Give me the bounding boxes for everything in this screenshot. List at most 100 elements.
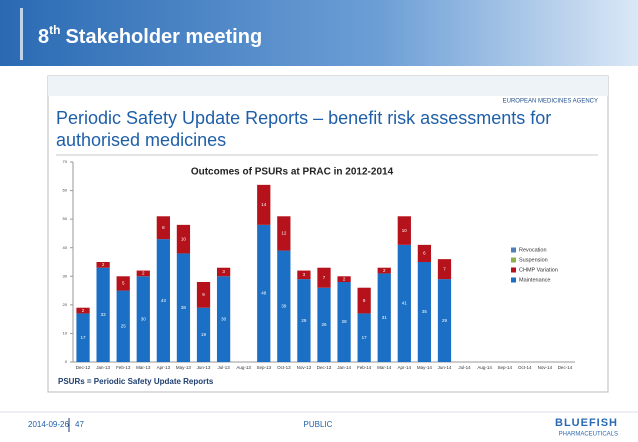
title-suffix: th xyxy=(49,23,60,37)
heading-line: authorised medicines xyxy=(56,130,226,150)
data-label: 3 xyxy=(303,272,306,277)
classification: PUBLIC xyxy=(304,420,333,429)
x-tick-label: May-14 xyxy=(417,365,433,370)
data-label: 14 xyxy=(261,202,267,207)
data-label: 7 xyxy=(443,266,446,271)
x-tick-label: Feb-13 xyxy=(116,365,131,370)
x-tick-label: Sep-14 xyxy=(497,365,512,370)
data-label: 33 xyxy=(101,312,107,317)
data-label: 48 xyxy=(261,291,267,296)
x-tick-label: Oct-13 xyxy=(277,365,291,370)
data-label: 5 xyxy=(122,281,125,286)
legend-swatch xyxy=(511,277,516,283)
data-label: 41 xyxy=(402,301,408,306)
data-label: 2 xyxy=(82,308,85,313)
data-label: 25 xyxy=(121,323,127,328)
x-tick-label: Feb-14 xyxy=(357,365,372,370)
data-label: 29 xyxy=(301,318,307,323)
bar-segment xyxy=(257,184,271,225)
bar-segment xyxy=(317,287,331,362)
y-tick-label: 70 xyxy=(63,159,68,164)
x-tick-label: Aug-13 xyxy=(236,365,251,370)
x-tick-label: Jan-13 xyxy=(96,365,110,370)
y-tick-label: 40 xyxy=(63,245,68,250)
x-tick-label: Jun-14 xyxy=(438,365,452,370)
x-tick-label: Jul-14 xyxy=(458,365,471,370)
x-tick-label: Sep-13 xyxy=(257,365,272,370)
bar-segment xyxy=(216,267,231,277)
header-bar xyxy=(0,0,638,66)
data-label: 12 xyxy=(281,231,287,236)
bar-segment xyxy=(76,307,90,314)
x-tick-label: Dec-14 xyxy=(558,365,573,370)
bar-segment xyxy=(297,270,311,280)
logo: BLUEFISH xyxy=(555,417,618,429)
bar-segment xyxy=(136,270,150,277)
x-tick-label: Apr-14 xyxy=(398,365,412,370)
bar-segment xyxy=(196,282,211,308)
bar-segment xyxy=(176,253,191,362)
data-label: 17 xyxy=(81,335,87,340)
legend-label: Maintenance xyxy=(519,277,551,283)
data-label: 30 xyxy=(141,316,147,321)
header-accent xyxy=(20,8,23,60)
data-label: 31 xyxy=(382,315,388,320)
bar-segment xyxy=(397,216,411,245)
x-tick-label: Nov-14 xyxy=(538,365,553,370)
x-tick-label: Mar-14 xyxy=(377,365,392,370)
y-tick-label: 20 xyxy=(63,302,68,307)
data-label: 26 xyxy=(321,322,327,327)
note: PSURs = Periodic Safety Update Reports xyxy=(58,377,214,386)
chart-title: Outcomes of PSURs at PRAC in 2012-2014 xyxy=(191,167,394,178)
footer-date: 2014-09-26 xyxy=(28,420,69,429)
x-tick-label: Jan-14 xyxy=(337,365,351,370)
agency-name: EUROPEAN MEDICINES AGENCY xyxy=(503,99,598,105)
data-label: 28 xyxy=(342,319,348,324)
data-label: 9 xyxy=(363,298,366,303)
legend-label: Suspension xyxy=(519,257,548,263)
data-label: 35 xyxy=(422,309,428,314)
y-tick-label: 0 xyxy=(65,359,68,364)
y-tick-label: 10 xyxy=(63,330,68,335)
bar-segment xyxy=(156,216,170,240)
x-tick-label: Nov-13 xyxy=(297,365,312,370)
data-label: 10 xyxy=(402,228,408,233)
data-label: 3 xyxy=(222,269,225,274)
legend-swatch xyxy=(511,247,516,253)
bar-segment xyxy=(196,307,211,362)
data-label: 43 xyxy=(161,298,167,303)
legend-label: Revocation xyxy=(519,247,547,253)
bar-segment xyxy=(176,224,191,254)
data-label: 2 xyxy=(383,268,386,273)
data-label: 38 xyxy=(181,305,187,310)
bar-segment xyxy=(297,279,311,362)
bar-segment xyxy=(417,244,432,262)
title-number: 8 xyxy=(38,26,49,48)
bar-segment xyxy=(96,267,110,362)
bar-segment xyxy=(317,267,331,288)
data-label: 19 xyxy=(201,332,207,337)
x-tick-label: Jul-13 xyxy=(217,365,230,370)
bar-segment xyxy=(357,287,371,314)
data-label: 9 xyxy=(202,292,205,297)
x-tick-label: Dec-12 xyxy=(76,365,91,370)
bar-segment xyxy=(76,313,90,362)
x-tick-label: Dec-13 xyxy=(317,365,332,370)
x-tick-label: Aug-14 xyxy=(477,365,492,370)
bar-segment xyxy=(277,250,291,362)
page-number: 47 xyxy=(75,420,84,429)
y-tick-label: 50 xyxy=(63,216,68,221)
data-label: 39 xyxy=(281,303,287,308)
x-tick-label: Oct-14 xyxy=(518,365,532,370)
bar-segment xyxy=(216,276,231,362)
x-tick-label: Apr-13 xyxy=(157,365,171,370)
bar-segment xyxy=(377,273,391,362)
y-tick-label: 30 xyxy=(63,273,68,278)
data-label: 2 xyxy=(142,271,145,276)
bar-segment xyxy=(277,216,291,251)
data-label: 2 xyxy=(343,276,346,281)
frame-band xyxy=(48,76,608,96)
bar-segment xyxy=(437,259,452,280)
bar-segment xyxy=(437,279,452,362)
